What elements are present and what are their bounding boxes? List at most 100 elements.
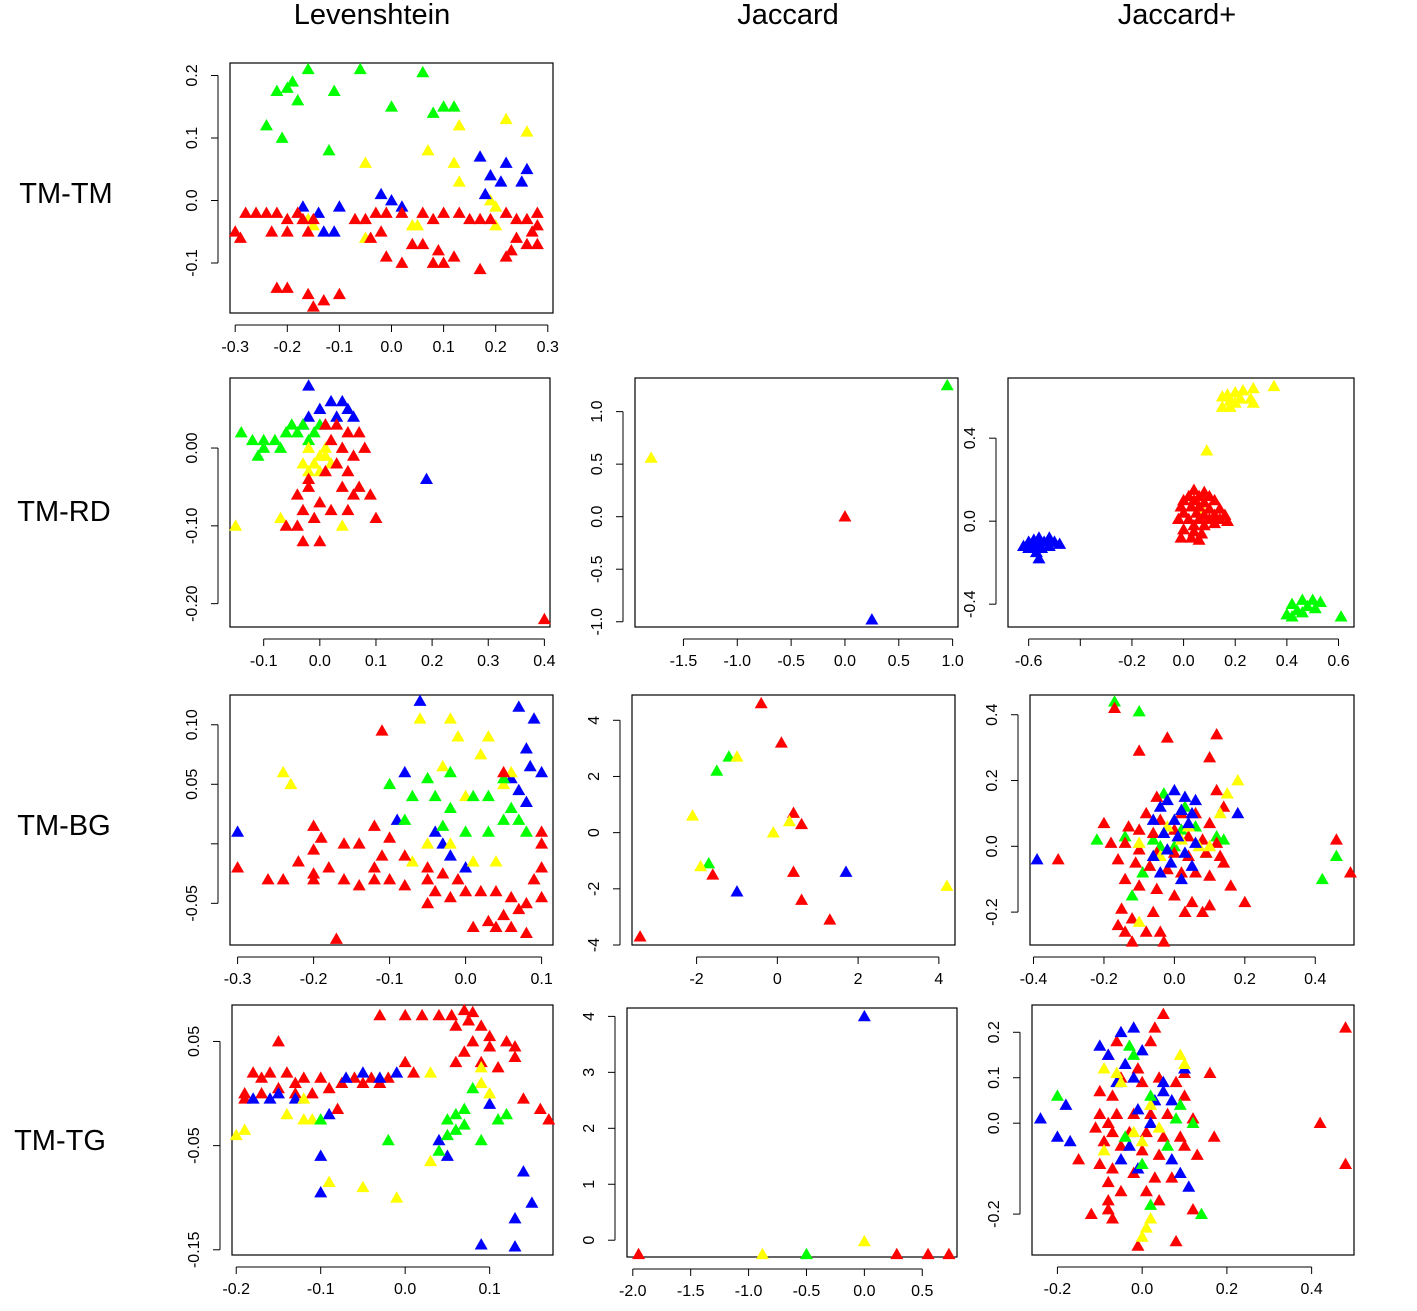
yellow-point <box>296 457 310 469</box>
red-point <box>238 1092 252 1104</box>
red-point <box>1173 1130 1187 1142</box>
y-tick-label: 0.00 <box>184 432 201 463</box>
x-tick-label: 0.2 <box>485 339 507 356</box>
green-point <box>251 449 265 461</box>
green-point <box>459 825 473 837</box>
green-point <box>270 84 284 96</box>
yellow-point <box>1246 381 1260 394</box>
red-point <box>1339 1157 1353 1169</box>
red-point <box>474 884 488 897</box>
x-tick-label: 0.2 <box>1224 653 1246 670</box>
blue-point <box>302 379 316 391</box>
red-point <box>1339 1021 1353 1033</box>
red-point <box>1139 1184 1153 1197</box>
green-point <box>1118 1130 1132 1142</box>
red-point <box>1224 879 1238 891</box>
red-point <box>510 231 524 243</box>
red-point <box>301 287 315 300</box>
red-point <box>1165 1171 1179 1183</box>
red-point <box>1132 879 1146 891</box>
red-point <box>787 806 800 818</box>
red-point <box>324 433 338 446</box>
blue-point <box>1146 813 1160 825</box>
green-point <box>257 433 271 446</box>
blue-point <box>1114 1025 1128 1038</box>
panel-tm-bg-jaccard: -2 0 2 4 -4 -2 0 2 4 <box>586 694 956 988</box>
blue-point <box>373 1071 387 1083</box>
red-point <box>416 206 430 218</box>
red-point <box>1072 1153 1086 1165</box>
y-tick-label: 0.10 <box>184 709 201 740</box>
green-point <box>1295 605 1309 618</box>
blue-point <box>1185 806 1199 819</box>
yellow-point <box>474 1061 488 1073</box>
blue-point <box>1165 1153 1179 1165</box>
red-point <box>369 206 383 218</box>
red-point <box>483 1029 497 1042</box>
red-point <box>510 212 524 225</box>
blue-point <box>1156 1075 1170 1088</box>
red-point <box>1132 843 1146 855</box>
x-tick-label: -0.2 <box>222 1281 250 1298</box>
yellow-point <box>451 730 465 742</box>
yellow-point <box>1097 1062 1111 1074</box>
red-point <box>259 206 273 218</box>
red-point <box>457 1045 471 1057</box>
red-point <box>263 1066 277 1078</box>
red-point <box>231 861 245 873</box>
red-point <box>1174 531 1188 543</box>
red-point <box>795 817 809 830</box>
yellow-point <box>1228 386 1242 398</box>
yellow-point <box>497 777 511 790</box>
red-point <box>1203 1066 1217 1079</box>
red-point <box>322 1081 336 1094</box>
green-point <box>1108 695 1122 707</box>
y-tick-label: 0.2 <box>184 64 201 86</box>
red-point <box>463 212 477 225</box>
yellow-point <box>755 1247 769 1260</box>
red-point <box>301 225 315 237</box>
blue-point <box>1050 1130 1064 1142</box>
green-point <box>398 813 412 825</box>
red-point <box>535 861 549 873</box>
x-tick-label: 0.1 <box>479 1281 501 1298</box>
green-point <box>428 789 442 802</box>
green-point <box>301 62 315 75</box>
x-tick-label: 0.3 <box>477 653 499 670</box>
red-point <box>530 237 544 250</box>
red-point <box>1167 846 1181 858</box>
red-point <box>1153 925 1167 937</box>
green-point <box>443 765 457 778</box>
green-point <box>440 1128 454 1141</box>
y-tick-label: -0.5 <box>589 555 606 583</box>
green-point <box>1132 704 1146 717</box>
red-point <box>363 488 377 500</box>
blue-point <box>1063 1134 1077 1147</box>
red-point <box>451 873 465 885</box>
y-tick-label: 0.1 <box>986 1067 1003 1089</box>
yellow-point <box>1231 774 1245 786</box>
green-point <box>519 825 533 837</box>
red-point <box>337 873 351 885</box>
yellow-point <box>1173 1048 1187 1060</box>
red-point <box>296 534 310 547</box>
red-point <box>302 480 316 492</box>
red-point <box>1051 852 1065 865</box>
red-point <box>516 1092 530 1104</box>
green-point <box>416 65 430 78</box>
red-point <box>1185 895 1199 908</box>
yellow-point <box>1144 1212 1158 1224</box>
red-point <box>1190 1148 1204 1160</box>
red-point <box>447 250 461 262</box>
red-point <box>1106 1125 1119 1138</box>
yellow-point <box>520 125 534 137</box>
x-tick-label: -0.5 <box>777 653 805 670</box>
yellow-point <box>307 457 321 469</box>
red-point <box>504 244 518 256</box>
red-point <box>395 256 409 268</box>
red-point <box>823 913 837 925</box>
red-point <box>1129 856 1143 868</box>
green-point <box>426 106 440 118</box>
red-point <box>443 890 457 903</box>
red-point <box>436 867 450 879</box>
